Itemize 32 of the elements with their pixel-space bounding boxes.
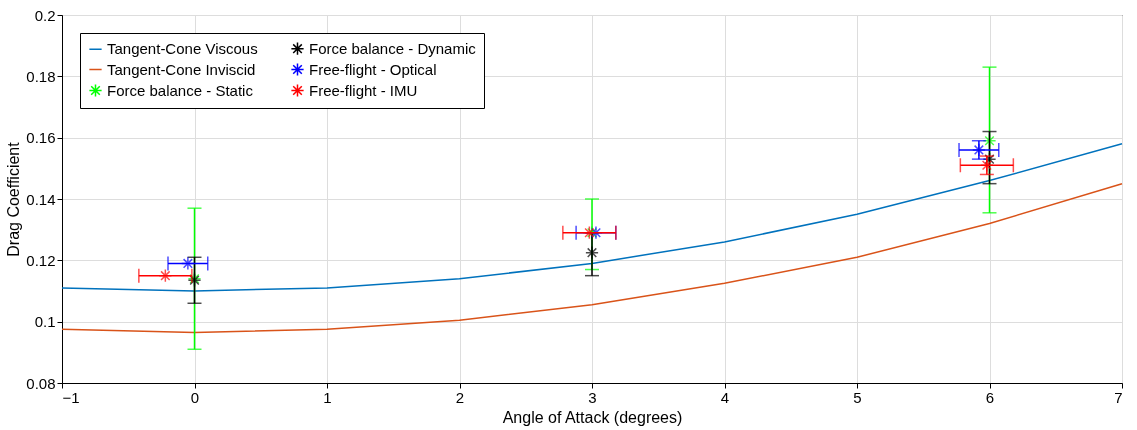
point <box>982 133 997 148</box>
point <box>158 268 173 283</box>
x-tick-label: −1 <box>62 388 80 406</box>
y-tick-label: 0.18 <box>26 67 56 85</box>
x-tick-label: 2 <box>455 388 465 406</box>
x-tick-label: 5 <box>853 388 862 406</box>
x-tick-label: 3 <box>588 388 597 406</box>
x-tick-label: 6 <box>985 388 995 406</box>
legend-label: Tangent-Cone Viscous <box>107 40 258 58</box>
y-tick-label: 0.08 <box>26 374 56 392</box>
x-tick-label: 1 <box>323 388 332 406</box>
legend-label: Free-flight - IMU <box>309 81 418 99</box>
y-tick-label: 0.14 <box>26 190 56 208</box>
line-series <box>61 182 1123 334</box>
legend-label: Tangent-Cone Inviscid <box>107 60 256 78</box>
line-series <box>61 143 1123 292</box>
y-tick-label: 0.2 <box>34 6 56 24</box>
legend-label: Force balance - Static <box>107 81 254 99</box>
x-axis-title: Angle of Attack (degrees) <box>502 408 683 426</box>
point <box>585 245 599 260</box>
x-tick-label: 7 <box>1114 388 1123 406</box>
legend-label: Force balance - Dynamic <box>309 39 477 57</box>
y-tick-label: 0.12 <box>26 251 56 269</box>
y-tick-label: 0.1 <box>34 313 56 331</box>
legend-label: Free-flight - Optical <box>309 60 437 78</box>
y-tick-label: 0.16 <box>26 129 56 147</box>
y-axis-title: Drag Coefficient <box>5 141 23 257</box>
point <box>181 256 195 271</box>
x-tick-label: 4 <box>720 388 730 406</box>
point <box>972 143 986 157</box>
point <box>982 152 997 167</box>
x-tick-label: 0 <box>190 388 200 406</box>
